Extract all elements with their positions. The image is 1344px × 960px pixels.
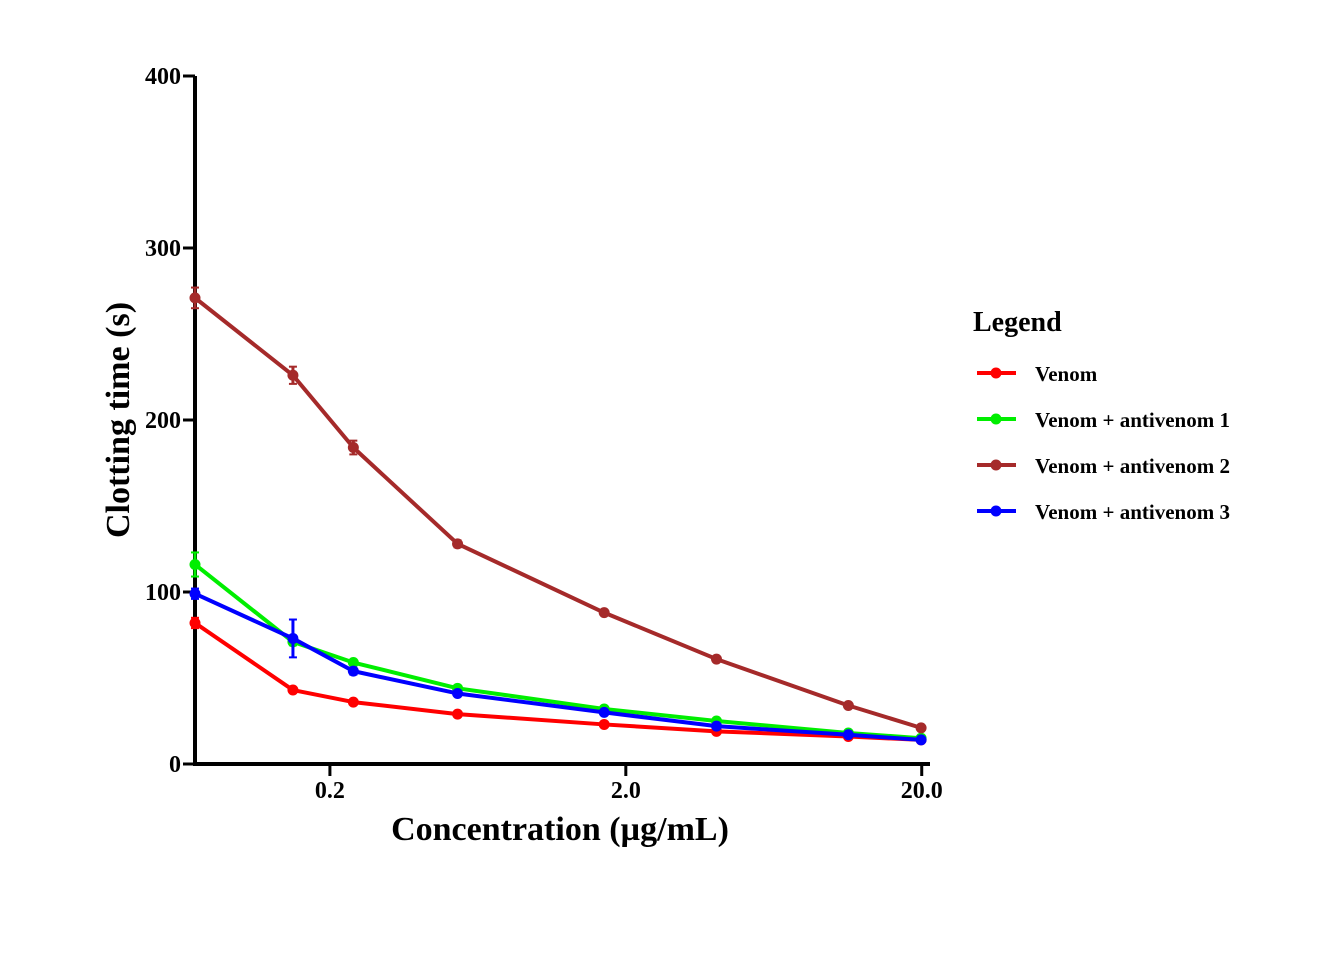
y-tick-label: 0 — [169, 752, 181, 778]
legend: Legend Venom Venom + antivenom 1 Venom + a… — [973, 307, 1230, 524]
y-tick-label: 400 — [145, 64, 181, 90]
series-line — [193, 620, 924, 742]
axes: 0 100 200 300 400 0.2 2.0 20.0 — [145, 64, 943, 804]
data-point — [842, 700, 854, 712]
data-point — [915, 722, 927, 734]
legend-item-2: Venom + antivenom 1 — [977, 408, 1230, 432]
data-point — [710, 653, 722, 665]
series-layer — [189, 286, 927, 746]
data-point — [189, 558, 201, 570]
y-tick-label: 300 — [145, 236, 181, 262]
data-point — [452, 708, 464, 720]
x-tick-label: 0.2 — [315, 778, 345, 804]
data-point — [189, 292, 201, 304]
y-tick-label: 200 — [145, 408, 181, 434]
data-point — [598, 607, 610, 619]
data-point — [287, 632, 299, 644]
data-point — [287, 684, 299, 696]
legend-label: Venom + antivenom 1 — [1035, 408, 1230, 432]
data-point — [189, 588, 201, 600]
legend-item-1: Venom — [977, 362, 1098, 386]
series-4 — [189, 587, 927, 746]
data-point — [347, 665, 359, 677]
legend-swatch-point — [990, 459, 1002, 471]
series-line — [193, 295, 924, 730]
legend-label: Venom + antivenom 3 — [1035, 500, 1230, 524]
data-point — [842, 729, 854, 741]
y-tick-label: 100 — [145, 580, 181, 606]
data-point — [598, 718, 610, 730]
legend-swatch-point — [990, 505, 1002, 517]
x-tick-label: 2.0 — [611, 778, 641, 804]
legend-swatch-point — [990, 367, 1002, 379]
series-line — [193, 591, 924, 742]
data-point — [287, 369, 299, 381]
legend-item-3: Venom + antivenom 2 — [977, 454, 1230, 478]
legend-title: Legend — [973, 307, 1062, 338]
data-point — [347, 696, 359, 708]
data-point — [915, 734, 927, 746]
data-point — [710, 720, 722, 732]
legend-label: Venom — [1035, 362, 1098, 386]
x-axis-title: Concentration (µg/mL) — [391, 811, 729, 848]
data-point — [452, 687, 464, 699]
legend-item-4: Venom + antivenom 3 — [977, 500, 1230, 524]
data-point — [598, 706, 610, 718]
series-2 — [189, 551, 927, 744]
legend-swatch-point — [990, 413, 1002, 425]
legend-label: Venom + antivenom 2 — [1035, 454, 1230, 478]
series-1 — [189, 616, 927, 746]
data-point — [347, 442, 359, 454]
series-3 — [189, 286, 927, 734]
data-point — [189, 617, 201, 629]
data-point — [347, 657, 359, 669]
x-tick-label: 20.0 — [901, 778, 943, 804]
data-point — [452, 538, 464, 550]
y-axis-title: Clotting time (s) — [100, 302, 137, 538]
